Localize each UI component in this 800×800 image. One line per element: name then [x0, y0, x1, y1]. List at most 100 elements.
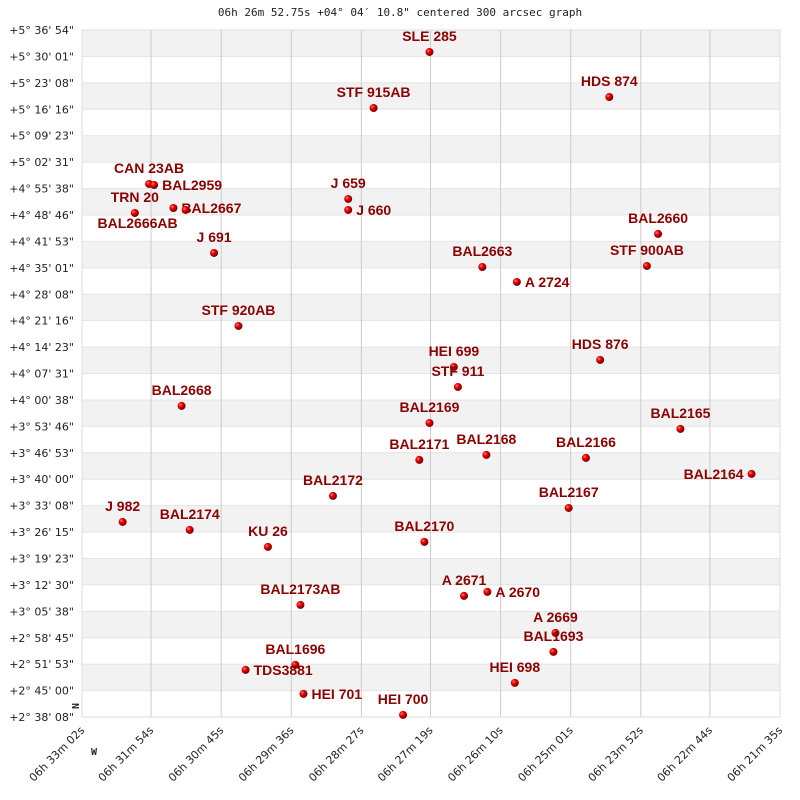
x-axis-ticks: 06h 33m 02s 06h 31m 54s 06h 30m 45s 06h 29m…: [27, 724, 786, 785]
star-marker[interactable]: [369, 104, 378, 113]
stars: SLE 285 HDS 874 STF 915AB CAN 23ABBAL2959TR…: [97, 28, 756, 719]
star-a-2671[interactable]: A 2671: [442, 572, 487, 600]
star-marker[interactable]: [241, 665, 250, 674]
star-marker[interactable]: [425, 47, 434, 56]
star-marker[interactable]: [512, 277, 521, 286]
star-trn-20[interactable]: TRN 20: [111, 189, 159, 217]
star-stf-915ab[interactable]: STF 915AB: [337, 84, 411, 113]
star-bal1693[interactable]: BAL1693: [523, 628, 584, 656]
star-bal2171[interactable]: BAL2171: [389, 436, 449, 464]
star-ku-26[interactable]: KU 26: [248, 523, 288, 551]
star-marker[interactable]: [263, 542, 272, 551]
star-hds-874[interactable]: HDS 874: [581, 73, 638, 101]
star-marker[interactable]: [177, 401, 186, 410]
star-marker[interactable]: [415, 455, 424, 464]
star-marker[interactable]: [654, 229, 663, 238]
star-marker[interactable]: [130, 208, 139, 217]
star-j-982[interactable]: J 982: [105, 498, 140, 526]
star-marker[interactable]: [596, 355, 605, 364]
star-marker[interactable]: [564, 503, 573, 512]
grid-stripe: [82, 452, 780, 480]
star-a-2670[interactable]: A 2670: [483, 584, 540, 600]
star-bal2667[interactable]: BAL2667: [169, 200, 242, 216]
star-marker[interactable]: [420, 537, 429, 546]
star-tds3881[interactable]: TDS3881: [241, 662, 313, 678]
star-marker[interactable]: [551, 628, 560, 637]
star-bal2166[interactable]: BAL2166: [556, 434, 616, 462]
star-marker[interactable]: [425, 418, 434, 427]
star-bal2660[interactable]: BAL2660: [628, 210, 688, 238]
star-label: BAL1696: [265, 641, 325, 657]
star-hei-699[interactable]: HEI 699: [429, 343, 480, 371]
star-marker[interactable]: [118, 517, 127, 526]
star-marker[interactable]: [150, 181, 159, 190]
star-marker[interactable]: [234, 321, 243, 330]
star-marker[interactable]: [449, 362, 458, 371]
star-marker[interactable]: [460, 591, 469, 600]
star-hei-700[interactable]: HEI 700: [378, 691, 429, 719]
star-bal2174[interactable]: BAL2174: [160, 506, 220, 534]
star-marker[interactable]: [549, 647, 558, 656]
star-marker[interactable]: [344, 194, 353, 203]
star-label: HEI 701: [311, 686, 362, 702]
y-tick-label: +2° 38' 08": [9, 711, 74, 724]
star-hds-876[interactable]: HDS 876: [572, 336, 629, 364]
star-marker[interactable]: [642, 261, 651, 270]
star-bal2172[interactable]: BAL2172: [303, 472, 363, 500]
y-tick-label: +3° 19' 23": [9, 552, 74, 565]
star-marker[interactable]: [328, 491, 337, 500]
star-marker[interactable]: [399, 710, 408, 719]
star-bal2173ab[interactable]: BAL2173AB: [260, 581, 341, 609]
y-tick-label: +4° 07' 31": [9, 368, 74, 381]
star-marker[interactable]: [747, 469, 756, 478]
y-tick-label: +4° 48' 46": [9, 209, 74, 222]
grid-stripe: [82, 241, 780, 268]
star-marker[interactable]: [169, 203, 178, 212]
star-bal2165[interactable]: BAL2165: [650, 405, 711, 433]
star-label: BAL2171: [389, 436, 449, 452]
star-marker[interactable]: [581, 453, 590, 462]
star-marker[interactable]: [605, 92, 614, 101]
star-j-691[interactable]: J 691: [197, 229, 232, 257]
star-bal2164[interactable]: BAL2164: [684, 466, 756, 482]
star-marker[interactable]: [676, 424, 685, 433]
star-bal2668[interactable]: BAL2668: [152, 382, 212, 410]
star-bal2666ab[interactable]: BAL2666AB: [97, 205, 190, 231]
star-marker[interactable]: [299, 689, 308, 698]
star-bal2170[interactable]: BAL2170: [394, 518, 455, 546]
star-hei-701[interactable]: HEI 701: [299, 686, 362, 702]
star-label: BAL2168: [456, 431, 516, 447]
star-bal1696[interactable]: BAL1696: [265, 641, 326, 669]
star-bal2169[interactable]: BAL2169: [400, 399, 460, 427]
star-marker[interactable]: [210, 248, 219, 257]
star-marker[interactable]: [181, 205, 190, 214]
y-tick-label: +4° 28' 08": [9, 288, 74, 301]
y-tick-label: +4° 35' 01": [9, 262, 74, 275]
star-bal2167[interactable]: BAL2167: [539, 484, 599, 512]
star-stf-911[interactable]: STF 911: [431, 363, 485, 391]
star-a-2669[interactable]: A 2669: [533, 609, 578, 637]
star-marker[interactable]: [344, 205, 353, 214]
star-bal2959[interactable]: BAL2959: [150, 177, 222, 193]
star-marker[interactable]: [453, 382, 462, 391]
star-j-659[interactable]: J 659: [331, 175, 366, 203]
star-bal2663[interactable]: BAL2663: [452, 243, 512, 271]
star-bal2168[interactable]: BAL2168: [456, 431, 517, 459]
star-j-660[interactable]: J 660: [344, 202, 391, 218]
star-marker[interactable]: [291, 660, 300, 669]
star-marker[interactable]: [296, 600, 305, 609]
star-label: BAL2660: [628, 210, 688, 226]
star-hei-698[interactable]: HEI 698: [490, 659, 541, 687]
star-label: BAL2172: [303, 472, 363, 488]
star-marker[interactable]: [185, 525, 194, 534]
star-stf-920ab[interactable]: STF 920AB: [202, 302, 276, 330]
star-marker[interactable]: [478, 262, 487, 271]
star-a-2724[interactable]: A 2724: [512, 274, 570, 290]
star-marker[interactable]: [483, 587, 492, 596]
star-sle-285[interactable]: SLE 285: [402, 28, 457, 56]
star-marker[interactable]: [482, 450, 491, 459]
y-tick-label: +2° 58' 45": [9, 632, 74, 645]
star-marker[interactable]: [510, 678, 519, 687]
star-stf-900ab[interactable]: STF 900AB: [610, 242, 684, 270]
